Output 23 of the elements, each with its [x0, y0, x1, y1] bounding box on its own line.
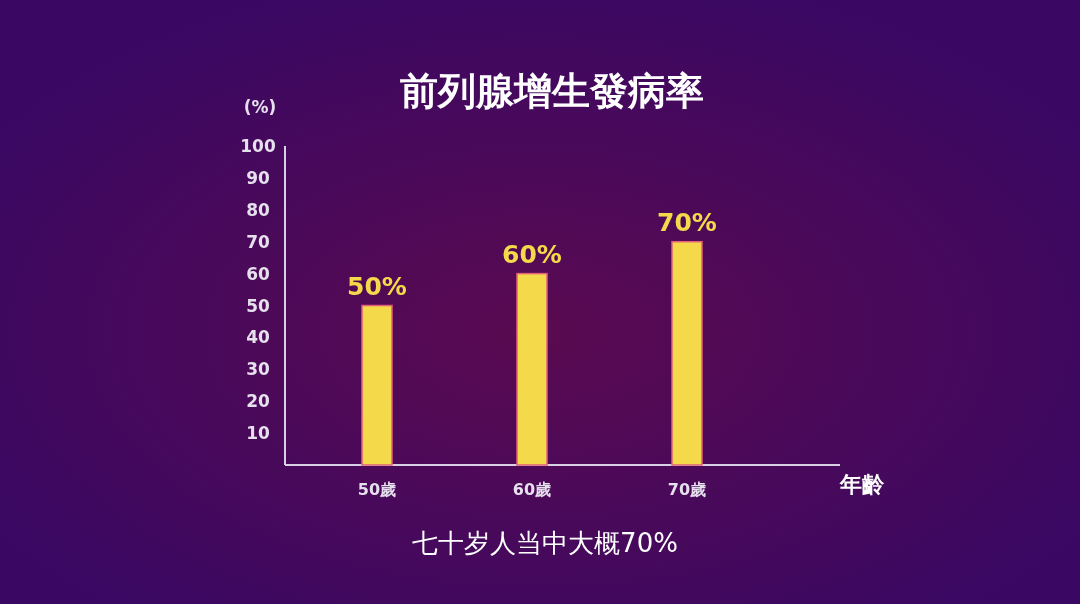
y-tick-label: 70	[246, 231, 270, 252]
data-label: 60%	[502, 239, 562, 269]
x-axis-title: 年齡	[839, 472, 885, 497]
x-tick-label: 70歲	[667, 480, 707, 499]
chart-title: 前列腺增生發病率	[400, 69, 704, 113]
y-axis-title: (%)	[243, 97, 277, 117]
data-label: 50%	[347, 271, 407, 301]
x-tick-label: 50歲	[357, 480, 397, 499]
y-tick-label: 10	[246, 423, 270, 444]
y-tick-label: 40	[246, 327, 270, 348]
x-tick-label: 60歲	[512, 480, 552, 499]
y-tick-label: 100	[240, 136, 276, 156]
bar	[361, 304, 393, 466]
text: 七十岁人当中大概70%	[412, 528, 678, 558]
y-tick-label: 60	[246, 263, 270, 284]
y-tick-label: 50	[246, 295, 270, 316]
y-tick-label: 30	[246, 359, 270, 380]
y-tick-label: 90	[246, 167, 270, 188]
y-tick-label: 80	[246, 199, 270, 220]
y-tick-label: 20	[246, 391, 270, 412]
bar	[516, 272, 548, 466]
data-label: 70%	[657, 207, 717, 237]
bar	[671, 240, 703, 466]
